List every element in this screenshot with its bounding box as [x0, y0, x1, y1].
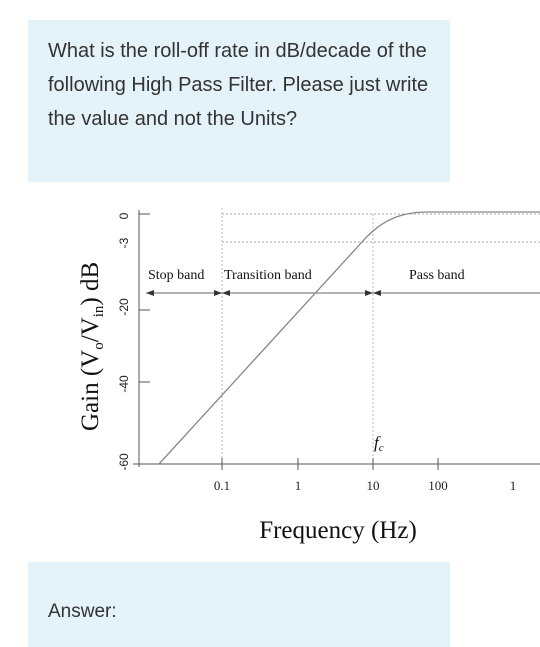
x-tick-label-1000-cut: 1: [510, 478, 517, 493]
y-tick-label-minus3: -3: [117, 237, 131, 248]
filter-response-figure: Gain (Vo/Vin) dB 0 -3 -20 -40 -60 0.1 1 …: [62, 186, 540, 562]
y-tick-label-minus60: -60: [117, 453, 131, 471]
transition-band-arrow-left: [222, 290, 230, 296]
cutoff-frequency-label: fc: [374, 433, 384, 454]
stop-band-arrow-left: [146, 290, 154, 296]
y-tick-label-0: 0: [117, 212, 131, 219]
y-axis-label: Gain (Vo/Vin) dB: [77, 262, 107, 431]
transition-band-arrow-right: [214, 290, 222, 296]
answer-panel[interactable]: Answer:: [28, 562, 450, 647]
x-axis-label: Frequency (Hz): [259, 517, 417, 544]
x-tick-label-100: 100: [428, 478, 448, 493]
transition-band-label: Transition band: [224, 268, 312, 283]
answer-label: Answer:: [48, 601, 117, 622]
question-text: What is the roll-off rate in dB/decade o…: [48, 40, 429, 130]
pass-band-arrow-right: [365, 290, 373, 296]
x-tick-label-10: 10: [367, 478, 380, 493]
pass-band-label: Pass band: [409, 268, 465, 283]
frequency-response-curve: [158, 211, 540, 465]
y-tick-label-minus40: -40: [117, 375, 131, 393]
x-tick-label-1: 1: [295, 478, 302, 493]
stop-band-label: Stop band: [148, 268, 204, 283]
question-panel: What is the roll-off rate in dB/decade o…: [28, 20, 450, 182]
y-tick-label-minus20: -20: [117, 298, 131, 316]
pass-band-arrow-left: [373, 290, 381, 296]
x-tick-label-0.1: 0.1: [214, 478, 230, 493]
